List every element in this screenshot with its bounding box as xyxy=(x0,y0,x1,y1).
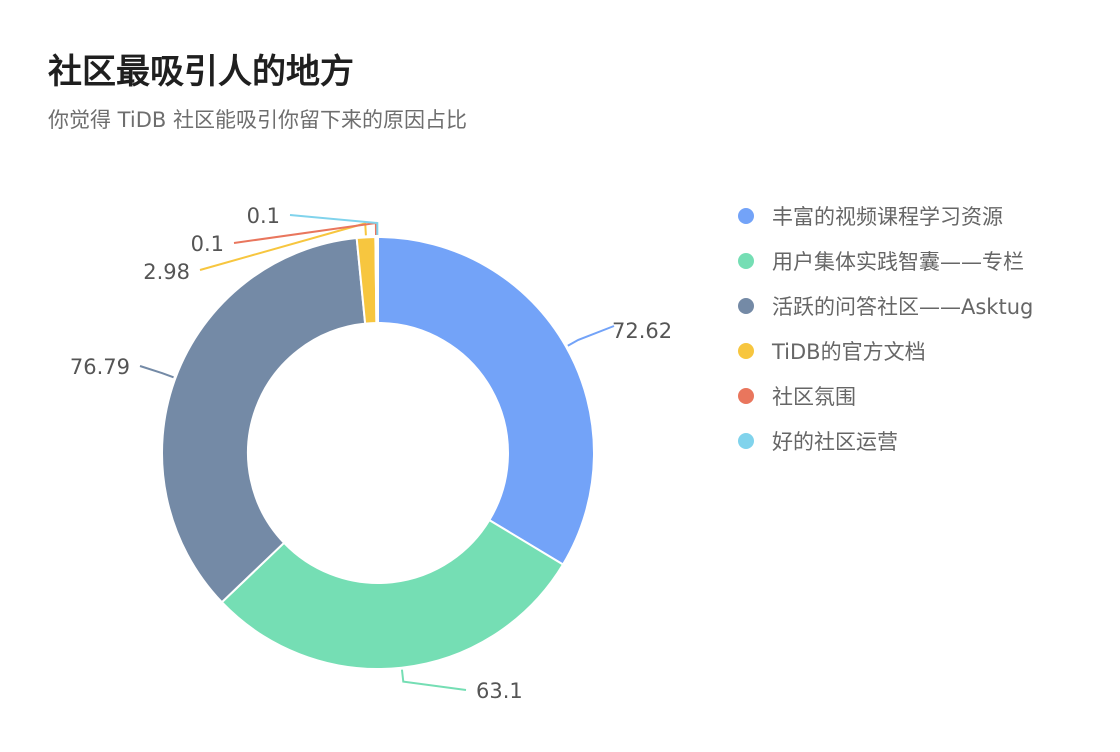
slice-2[interactable] xyxy=(161,236,367,604)
slice-0[interactable] xyxy=(377,235,595,566)
leader-line-1 xyxy=(400,669,467,691)
data-label-3: 2.98 xyxy=(143,260,190,284)
chart-subtitle: 你觉得 TiDB 社区能吸引你留下来的原因占比 xyxy=(48,108,467,132)
data-label-2: 76.79 xyxy=(70,355,130,379)
legend-item[interactable]: TiDB的官方文档 xyxy=(738,328,1033,373)
leader-line-0 xyxy=(567,325,615,347)
legend-label: 丰富的视频课程学习资源 xyxy=(772,204,1003,229)
legend-marker xyxy=(738,432,754,449)
slice-1[interactable] xyxy=(220,518,565,670)
legend-item[interactable]: 丰富的视频课程学习资源 xyxy=(738,193,1033,238)
legend-label: 用户集体实践智囊——专栏 xyxy=(772,249,1024,274)
legend-label: 活跃的问答社区——Asktug xyxy=(772,294,1034,319)
data-label-1: 63.1 xyxy=(476,679,523,703)
data-label-4: 0.1 xyxy=(191,232,224,256)
leader-line-2 xyxy=(139,365,174,379)
legend-item[interactable]: 社区氛围 xyxy=(738,373,1033,418)
legend-label: 社区氛围 xyxy=(772,384,856,409)
legend-label: 好的社区运营 xyxy=(772,429,898,454)
legend: 丰富的视频课程学习资源 用户集体实践智囊——专栏 活跃的问答社区——Asktug… xyxy=(738,193,1033,463)
legend-item[interactable]: 好的社区运营 xyxy=(738,418,1033,463)
data-label-0: 72.62 xyxy=(612,319,672,343)
legend-marker xyxy=(738,387,754,404)
legend-item[interactable]: 用户集体实践智囊——专栏 xyxy=(738,238,1033,283)
legend-marker xyxy=(738,252,754,269)
slice-group xyxy=(161,235,595,670)
legend-label: TiDB的官方文档 xyxy=(772,339,926,364)
leader-line-3 xyxy=(199,222,367,271)
data-label-5: 0.1 xyxy=(247,204,280,228)
legend-marker xyxy=(738,297,754,314)
legend-item[interactable]: 活跃的问答社区——Asktug xyxy=(738,283,1033,328)
legend-marker xyxy=(738,207,754,224)
slice-5[interactable] xyxy=(375,235,379,325)
legend-marker xyxy=(738,342,754,359)
chart-title: 社区最吸引人的地方 xyxy=(48,52,354,92)
leader-line-5 xyxy=(289,214,379,236)
